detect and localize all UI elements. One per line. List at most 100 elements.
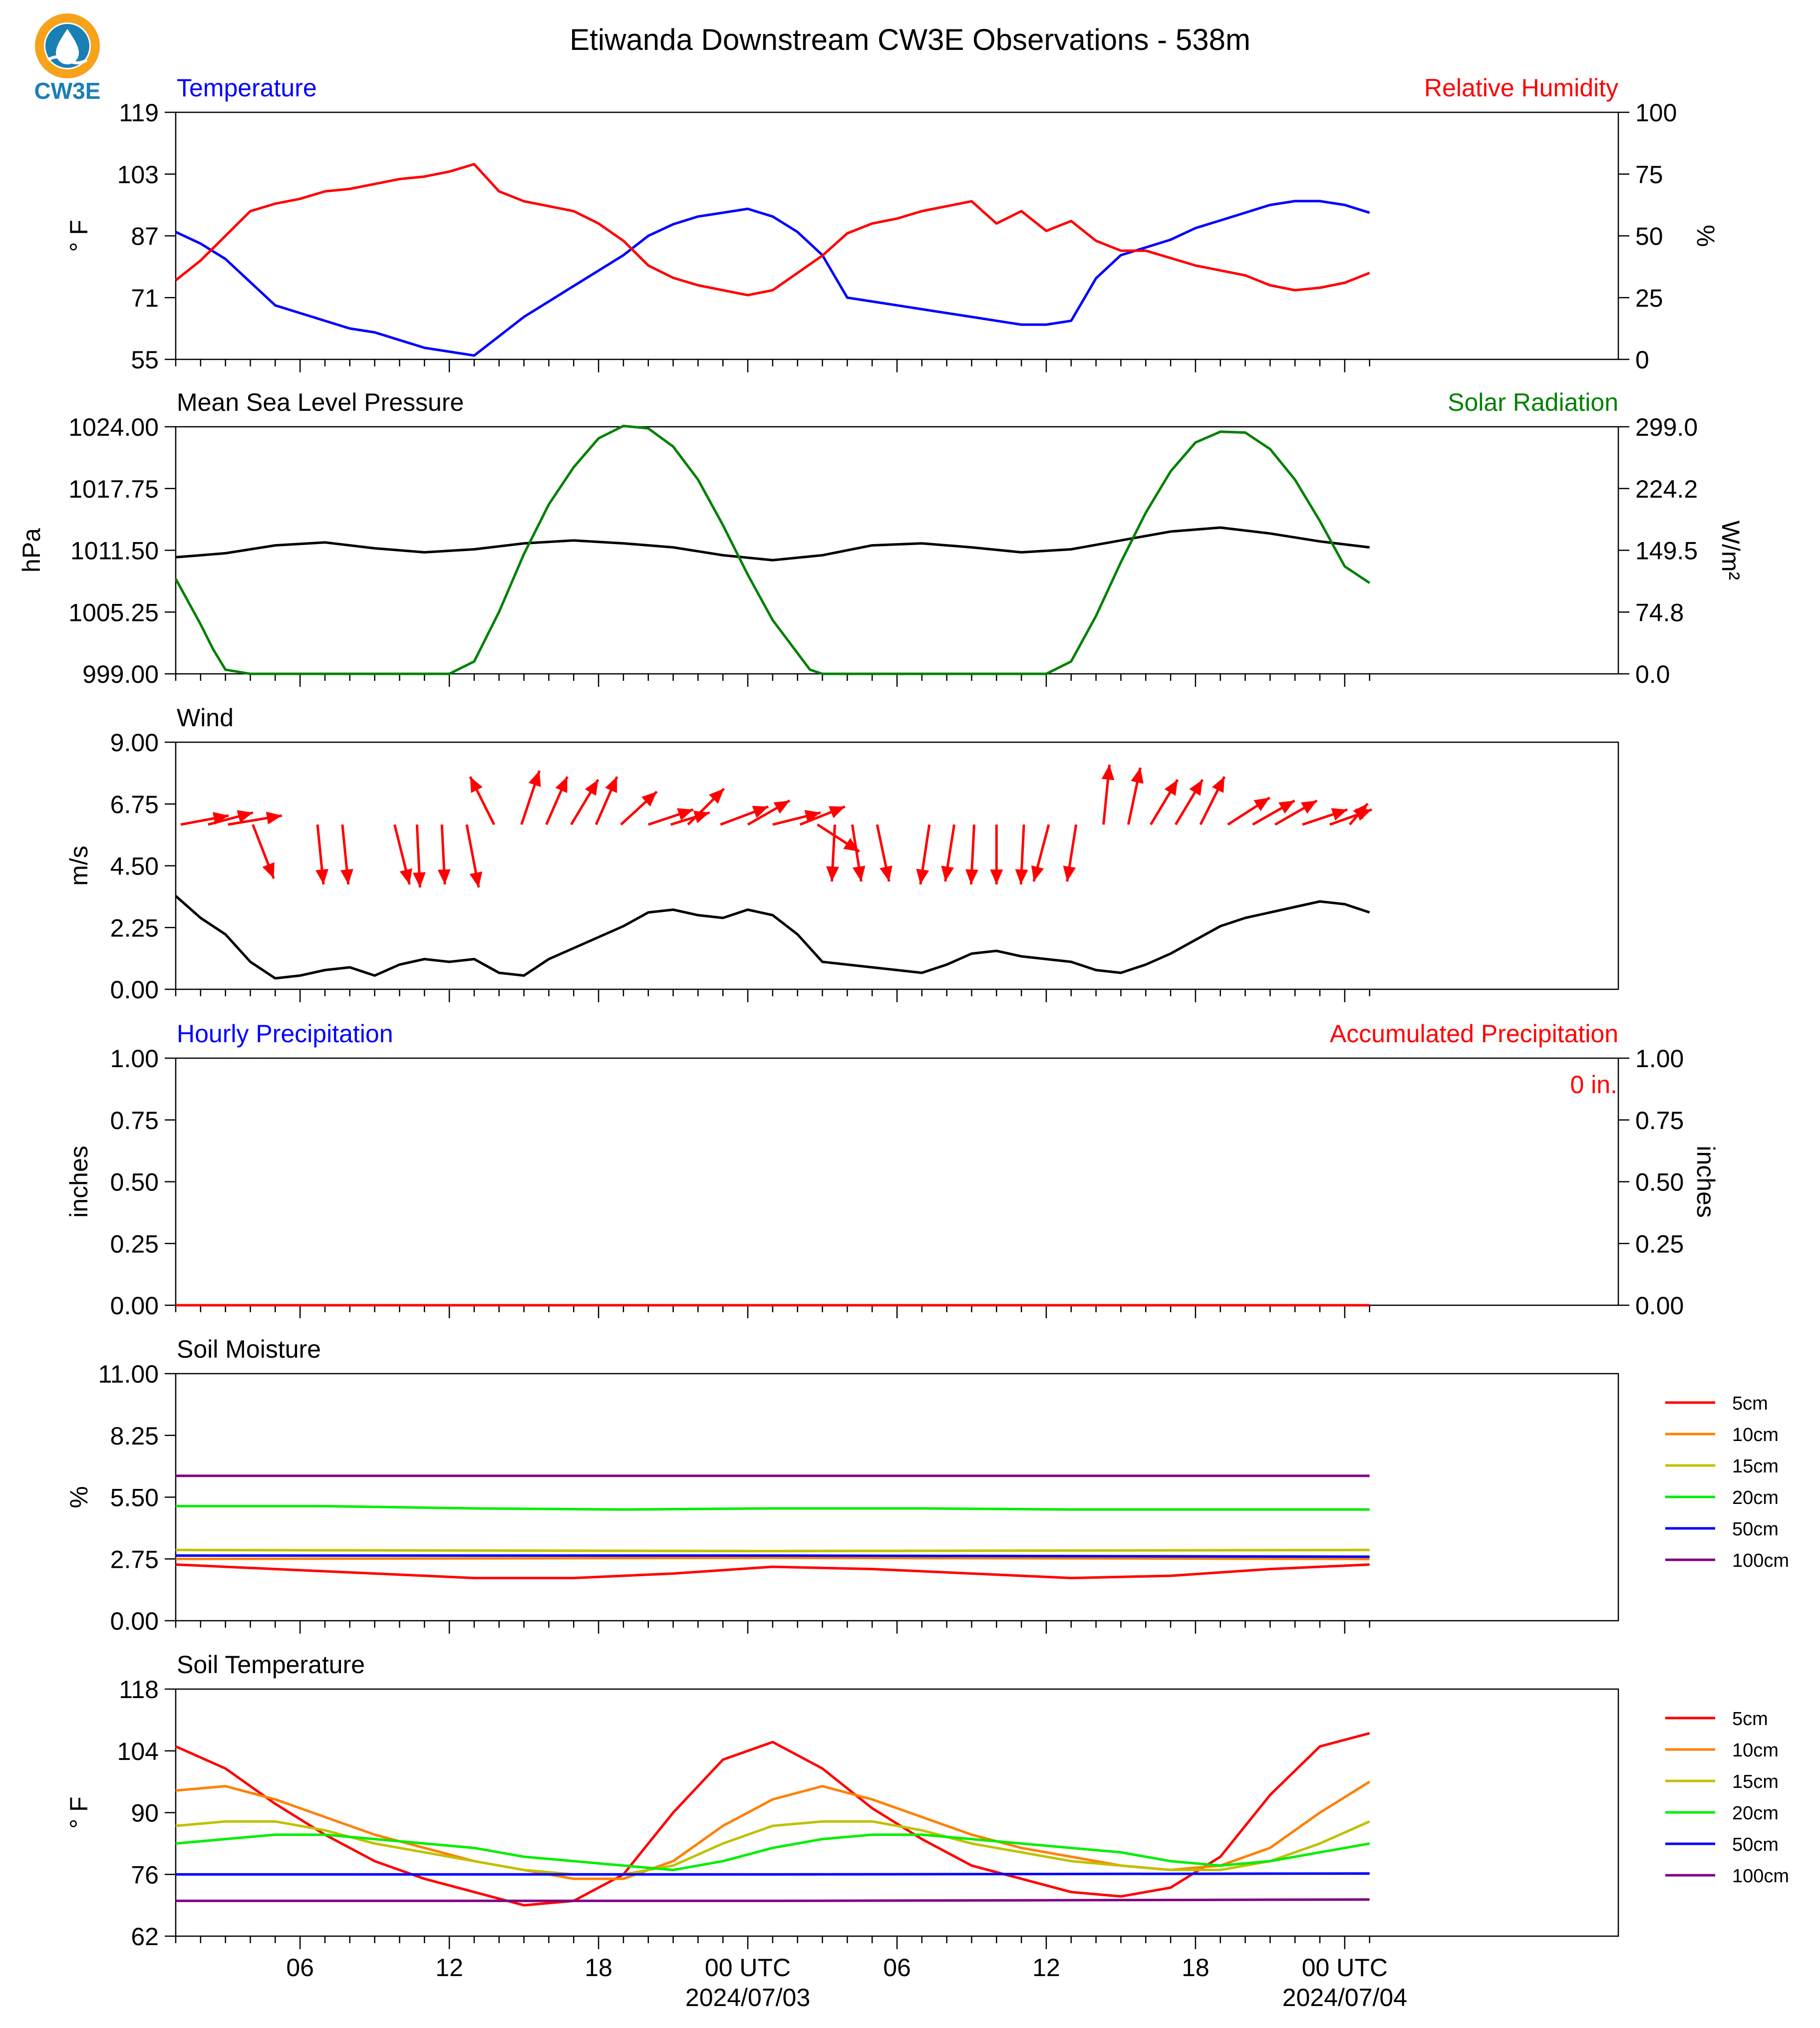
panel-soil-moisture: 0.00 2.75 5.50 8.25 11.00% Soil Moisture 5cm 10… (65, 1335, 1789, 1635)
y-tick-label: 8.25 (110, 1422, 159, 1450)
series-line-50cm (176, 1554, 1370, 1558)
wind-vector-head (941, 866, 954, 881)
series-line-mean-sea-level-pressure (175, 526, 1370, 562)
series-line-5cm (175, 1563, 1370, 1579)
y-axis-label: % (65, 1486, 93, 1508)
plot-frame (175, 1057, 1619, 1306)
x-tick-label: 12 (1032, 1954, 1060, 1982)
cw3e-logo: CW3E (34, 13, 101, 104)
legend-label: 50cm (1732, 1834, 1779, 1855)
y-right-axis-label: % (1692, 225, 1720, 247)
y-tick-label: 6.75 (110, 791, 159, 819)
y-right-tick-label: 0.50 (1635, 1168, 1684, 1196)
wind-vector-head (470, 777, 483, 793)
wind-vector-head (990, 869, 1003, 884)
panel-title-left: Hourly Precipitation (177, 1020, 393, 1048)
panel-title-left: Temperature (177, 74, 317, 102)
legend-label: 15cm (1732, 1771, 1779, 1792)
legend-label: 50cm (1732, 1519, 1779, 1540)
legend-label: 15cm (1732, 1456, 1779, 1477)
y-tick-label: 2.25 (110, 914, 159, 942)
precip-total-annotation: 0 in. (1570, 1071, 1617, 1099)
series-line-50cm (176, 1872, 1370, 1876)
series-line-100cm (176, 1898, 1370, 1902)
y-axis-label: inches (65, 1146, 93, 1218)
y-tick-label: 1.00 (110, 1045, 159, 1073)
x-date-label: 2024/07/04 (1282, 1984, 1407, 2012)
wind-vector-head (412, 872, 426, 887)
y-tick-label: 1011.50 (70, 537, 159, 565)
y-tick-label: 0.50 (110, 1168, 159, 1196)
y-tick-label: 55 (131, 346, 159, 374)
wind-vector-head (804, 810, 821, 823)
wind-vector-head (709, 789, 724, 804)
x-tick-label: 00 UTC (705, 1954, 791, 1982)
legend-label: 100cm (1732, 1550, 1789, 1571)
logo-text: CW3E (34, 78, 101, 104)
panel-title-left: Mean Sea Level Pressure (177, 388, 464, 416)
plot-frame (175, 741, 1619, 990)
panel-soil-temperature: 62 76 90 104 118 ° F Soil Temperature 5cm 10cm 15… (65, 1651, 1789, 1951)
panel-precipitation: 0.00 0.25 0.50 0.75 1.00 0.00 0.25 0.50 0.75 1.00… (65, 1020, 1720, 1320)
y-right-axis-label: W/m² (1717, 521, 1745, 580)
wind-vector-head (1164, 780, 1178, 796)
y-right-tick-label: 75 (1635, 161, 1663, 189)
wind-vector-head (315, 869, 328, 884)
wind-vector-head (528, 771, 541, 787)
wind-vector-head (1212, 777, 1224, 793)
y-tick-label: 1017.75 (68, 475, 159, 503)
wind-vector-head (1101, 765, 1115, 781)
wind-vector-head (555, 777, 568, 793)
figure-title: Etiwanda Downstream CW3E Observations - … (570, 23, 1250, 56)
y-right-tick-label: 0.75 (1635, 1107, 1684, 1135)
y-tick-label: 1024.00 (68, 413, 159, 441)
y-right-axis-label: inches (1692, 1146, 1720, 1218)
logo-ring (35, 13, 100, 78)
y-tick-label: 90 (131, 1799, 159, 1827)
x-tick-label: 06 (286, 1954, 314, 1982)
wind-vector-head (852, 866, 866, 881)
y-tick-label: 0.25 (110, 1230, 159, 1258)
y-tick-label: 9.00 (110, 729, 159, 757)
panel-title-right: Relative Humidity (1424, 74, 1618, 102)
y-right-tick-label: 299.0 (1635, 413, 1698, 441)
wind-vector-head (965, 869, 978, 884)
series-line-wind (175, 895, 1370, 980)
legend-label: 10cm (1732, 1740, 1779, 1761)
y-tick-label: 2.75 (110, 1545, 159, 1573)
series-line-15cm (175, 1820, 1370, 1876)
panels: 55 71 87 103 119 0 25 50 75 100 ° F % Temperature Rel… (17, 74, 1789, 2012)
wind-vector-head (1015, 869, 1028, 884)
x-tick-label: 18 (1182, 1954, 1210, 1982)
y-tick-label: 0.00 (110, 1607, 159, 1635)
y-axis-label: ° F (65, 220, 93, 252)
legend-label: 10cm (1732, 1425, 1779, 1446)
x-tick-label: 12 (435, 1954, 463, 1982)
y-right-tick-label: 0.25 (1635, 1230, 1684, 1258)
y-tick-label: 0.75 (110, 1107, 159, 1135)
series-line-relative-humidity (175, 163, 1370, 296)
y-right-tick-label: 50 (1635, 223, 1663, 251)
wind-vector-head (826, 866, 839, 881)
x-tick-label: 06 (883, 1954, 911, 1982)
y-tick-label: 119 (119, 99, 159, 127)
plot-frame (175, 111, 1619, 360)
wind-vector-head (1063, 866, 1076, 881)
y-axis-label: m/s (65, 846, 93, 886)
y-right-tick-label: 149.5 (1635, 537, 1698, 565)
y-tick-label: 118 (119, 1676, 159, 1704)
legend-label: 100cm (1732, 1866, 1789, 1887)
wind-vector-head (1331, 808, 1348, 821)
y-tick-label: 4.50 (110, 853, 159, 880)
y-right-tick-label: 25 (1635, 284, 1663, 312)
plot-frame (175, 1373, 1619, 1622)
wind-vector-head (752, 806, 769, 818)
wind-vector-head (1353, 804, 1368, 820)
panel-title-left: Wind (177, 704, 234, 732)
cw3e-drop-logo-icon (56, 29, 79, 64)
wind-vector-head (1131, 768, 1144, 784)
y-tick-label: 103 (117, 161, 159, 189)
y-tick-label: 0.00 (110, 976, 159, 1004)
wind-vector-head (266, 812, 282, 825)
